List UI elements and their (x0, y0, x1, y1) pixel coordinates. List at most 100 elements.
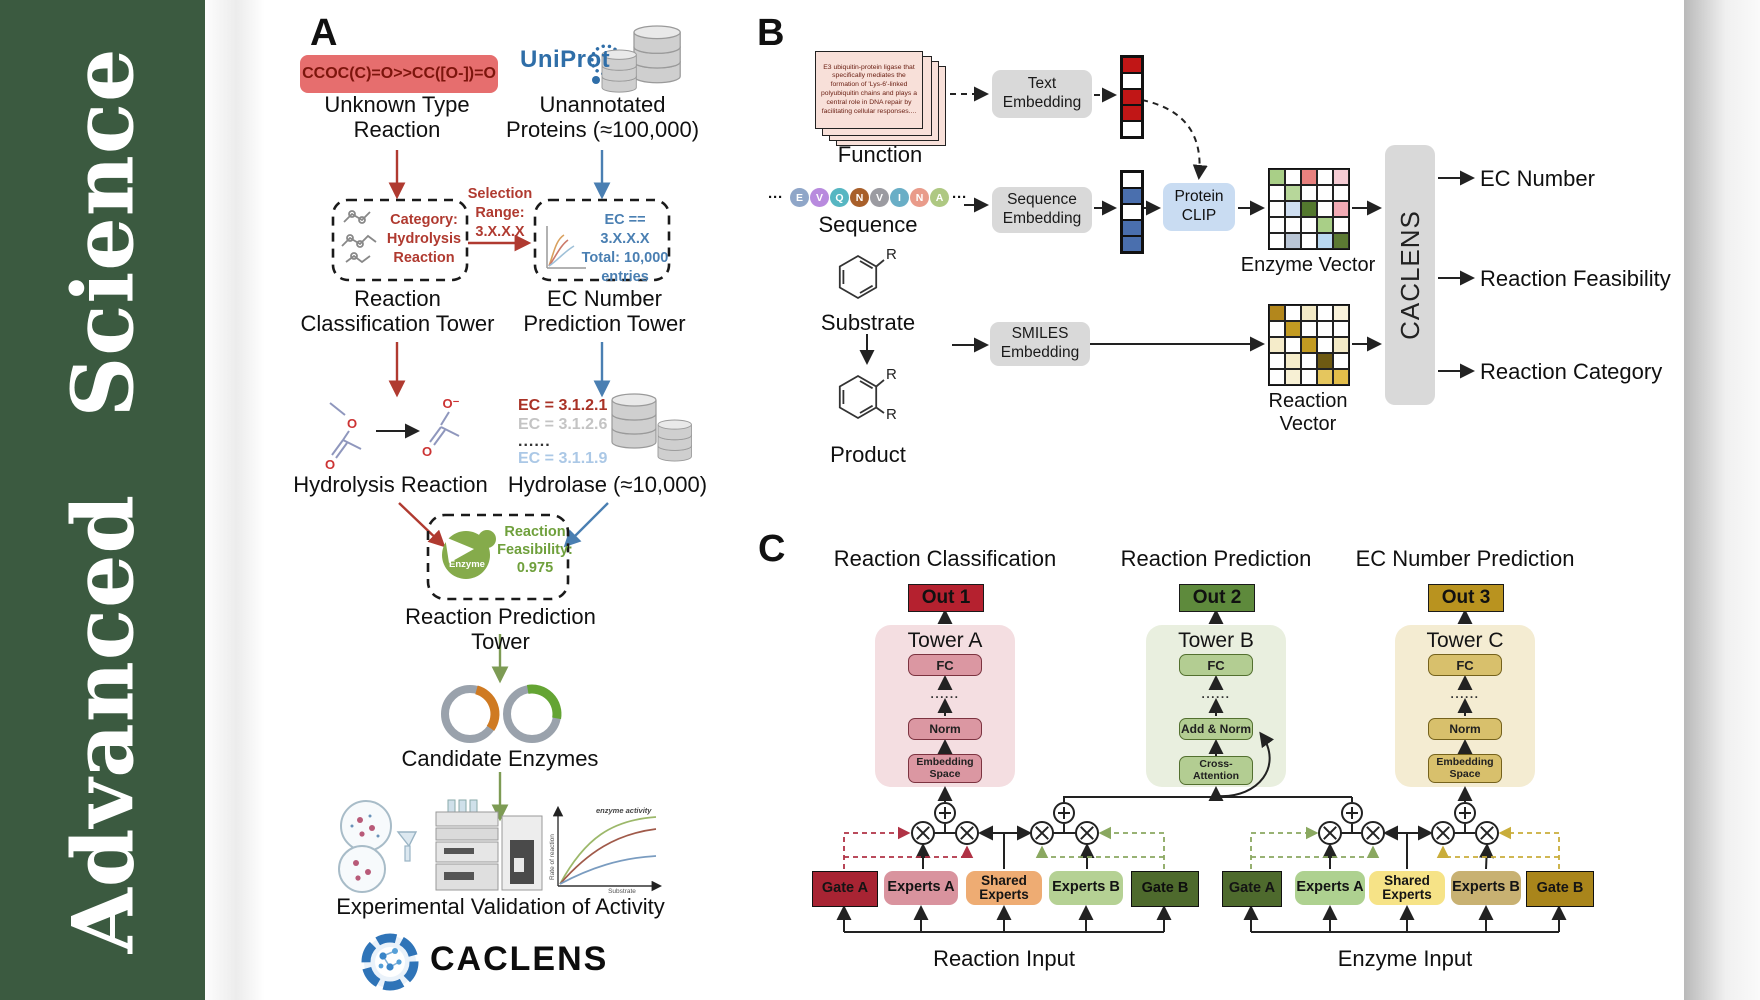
tower-a-norm: Norm (908, 718, 982, 740)
panel-c-label: C (758, 528, 786, 570)
reaction-gate-a: Gate A (812, 871, 878, 907)
panel-b-label: B (757, 12, 785, 54)
classification-dashed-box (331, 198, 469, 282)
sequence-label: Sequence (818, 212, 918, 237)
tower-c-embedding: Embedding Space (1428, 754, 1502, 783)
tower-b-cross-attention: Cross- Attention (1179, 756, 1253, 785)
out1-box: Out 1 (908, 584, 984, 612)
petri-dish-icon (338, 800, 418, 893)
tower-b-dots: ...... (1201, 687, 1231, 701)
function-card: E3 ubiquitin-protein ligase that specifi… (815, 51, 923, 129)
enzyme-gate-b: Gate B (1526, 871, 1594, 907)
product-r-group: R (886, 366, 897, 383)
smiles-reaction-box: CCOC(C)=O>>CC([O-])=O (300, 55, 498, 93)
substrate-molecule-icon (838, 254, 885, 300)
reaction-gate-b: Gate B (1131, 871, 1199, 907)
prediction-tower-label: Reaction Prediction Tower (405, 604, 596, 655)
tower-c-title: Tower C (1426, 629, 1504, 652)
hydrolase-label: Hydrolase (≈10,000) (507, 472, 708, 497)
activity-ylabel: Rate of reaction (549, 834, 556, 880)
selection-range-label: Selection Range: 3.X.X.X (467, 186, 533, 240)
tower-b-add-norm: Add & Norm (1179, 718, 1253, 740)
enzyme-shared-experts: Shared Experts (1369, 871, 1445, 905)
panel-a-label: A (310, 12, 338, 54)
text-embedding-vector (1120, 55, 1144, 139)
feasibility-label: Reaction Feasibility: 0.975 (497, 524, 573, 577)
reaction-vector-matrix (1268, 304, 1350, 386)
svg-text:O: O (325, 457, 335, 472)
substrate-label: Substrate (820, 310, 916, 335)
ec-number-list: EC = 3.1.2.1 EC = 3.1.2.6 ...... EC = 3.… (518, 396, 610, 468)
curves-plot-icon (546, 226, 586, 269)
tower-b-title: Tower B (1178, 629, 1254, 652)
activity-xlabel: Substrate (608, 888, 636, 895)
output-reaction-category: Reaction Category (1480, 359, 1663, 384)
enzyme-vector-label: Enzyme Vector (1240, 254, 1376, 276)
ec-dashed-box (533, 198, 671, 282)
aggregation-nodes (911, 802, 1499, 845)
reaction-prediction-title: Reaction Prediction (1120, 546, 1312, 571)
residue-circle: V (870, 188, 889, 207)
residue-circle: N (850, 188, 869, 207)
product-label: Product (830, 442, 906, 467)
enzyme-icon (442, 530, 496, 579)
unannotated-label: Unannotated Proteins (≈100,000) (505, 92, 700, 143)
ec-item: ...... (518, 433, 551, 450)
hydrolysis-molecules-icon: O O O⁻ O (325, 396, 460, 472)
product-molecule-icon (838, 374, 885, 420)
reaction-shared-experts: Shared Experts (966, 871, 1042, 905)
feasibility-dashed-box (426, 513, 570, 601)
svg-text:O: O (422, 444, 432, 459)
residue-circle: I (890, 188, 909, 207)
tower-c-dots: ...... (1450, 687, 1480, 701)
page-left-shadow (205, 0, 275, 1000)
out2-box: Out 2 (1179, 584, 1255, 612)
ec-item: EC = 3.1.2.1 (518, 397, 608, 414)
hydrolysis-reaction-label: Hydrolysis Reaction (293, 472, 488, 497)
tower-c-fc: FC (1428, 654, 1502, 676)
uniprot-logo-text: UniProt (520, 46, 611, 73)
reaction-vector-label: Reaction Vector (1268, 390, 1348, 435)
classification-tower-label: Reaction Classification Tower (300, 286, 495, 337)
residue-circle: A (930, 188, 949, 207)
residue-circle: N (910, 188, 929, 207)
tower-a-title: Tower A (907, 629, 983, 652)
caclens-model-bar: CACLENS (1385, 145, 1435, 405)
ec-tower-label: EC Number Prediction Tower (523, 286, 686, 337)
residue-circle: Q (830, 188, 849, 207)
enzyme-badge: Enzyme (449, 559, 485, 570)
text-embedding-box: Text Embedding (992, 70, 1092, 118)
candidate-enzymes-label: Candidate Enzymes (401, 746, 599, 771)
database-icon (602, 26, 680, 92)
ellipsis-right: ··· (952, 189, 967, 206)
ellipsis-left: ··· (768, 189, 783, 206)
reaction-classification-title: Reaction Classification (833, 546, 1057, 571)
unknown-type-label: Unknown Type Reaction (324, 92, 470, 143)
reaction-experts-b: Experts B (1049, 871, 1123, 905)
ec-item: EC = 3.1.1.9 (518, 450, 608, 467)
enzyme-experts-b: Experts B (1451, 871, 1521, 905)
enzyme-input-label: Enzyme Input (1337, 946, 1473, 971)
residue-circle: E (790, 188, 809, 207)
protein-clip-box: Protein CLIP (1163, 183, 1235, 231)
output-ec-number: EC Number (1480, 166, 1595, 191)
page-right-shadow (1684, 0, 1760, 1000)
ec-selection-label: EC == 3.X.X.X Total: 10,000 entries (581, 212, 669, 285)
validation-label: Experimental Validation of Activity (336, 894, 665, 919)
hplc-instrument-icon (435, 799, 543, 891)
enzyme-gate-a: Gate A (1222, 871, 1282, 907)
caclens-logo-text: CACLENS (430, 940, 609, 978)
sequence-embedding-vector (1120, 170, 1144, 254)
function-label: Function (837, 142, 923, 167)
out3-box: Out 3 (1428, 584, 1504, 612)
output-reaction-feasibility: Reaction Feasibility (1480, 266, 1671, 291)
ec-number-prediction-title: EC Number Prediction (1355, 546, 1575, 571)
enzyme-vector-matrix (1268, 168, 1350, 250)
tower-a-dots: ...... (930, 687, 960, 701)
tower-c-norm: Norm (1428, 718, 1502, 740)
product-r-group: R (886, 406, 897, 423)
activity-annotation: enzyme activity (596, 806, 652, 815)
caclens-logo-icon (361, 933, 419, 991)
svg-text:O: O (347, 416, 357, 431)
